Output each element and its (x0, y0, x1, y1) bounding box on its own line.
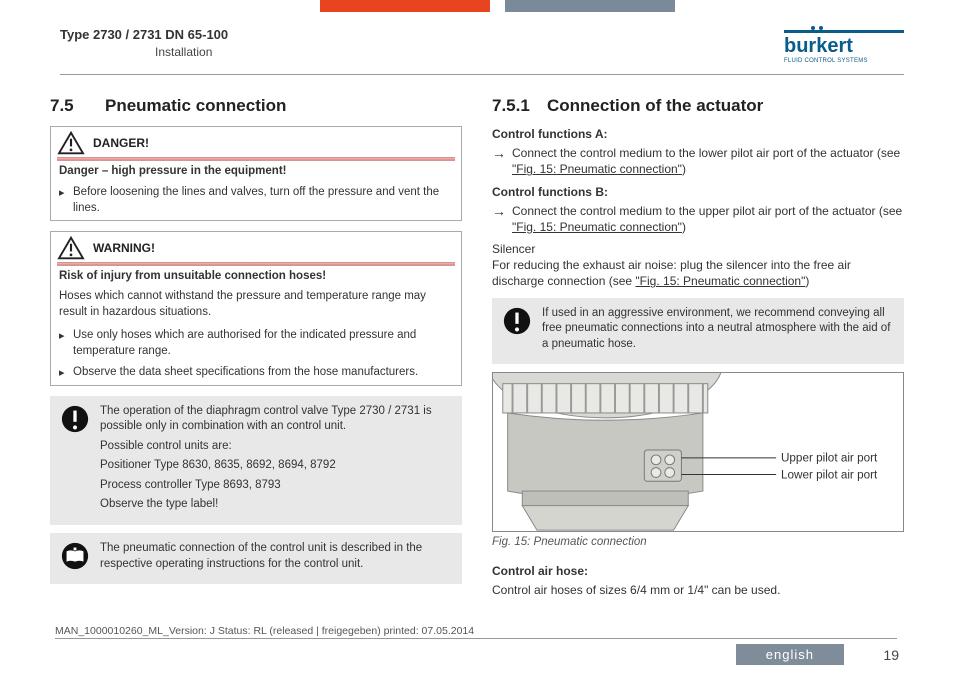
note-1-text: The operation of the diaphragm control v… (100, 404, 452, 517)
actuator-diagram: Upper pilot air port Lower pilot air por… (493, 373, 903, 531)
right-column: 7.5.1Connection of the actuator Control … (492, 95, 904, 618)
logo-svg: burkert FLUID CONTROL SYSTEMS (784, 25, 904, 67)
warning-strong: Risk of injury from unsuitable connectio… (51, 269, 461, 289)
type-line: Type 2730 / 2731 DN 65-100 (60, 27, 228, 42)
top-color-tabs (0, 0, 954, 12)
footer-page-number: 19 (883, 647, 899, 663)
hose-label: Control air hose: (492, 563, 904, 579)
bullet-arrow-icon: ▸ (59, 185, 73, 201)
burkert-logo: burkert FLUID CONTROL SYSTEMS (784, 25, 904, 72)
cf-b-label: Control functions B: (492, 184, 904, 200)
fig-lower-label: Lower pilot air port (781, 469, 878, 482)
fig15-link[interactable]: "Fig. 15: Pneumatic connection" (635, 274, 805, 288)
svg-text:burkert: burkert (784, 35, 853, 57)
warning-color-bar (57, 262, 455, 266)
hose-text: Control air hoses of sizes 6/4 mm or 1/4… (492, 582, 904, 598)
warning-bullet-2-text: Observe the data sheet specifications fr… (73, 365, 418, 381)
cf-a-text: Connect the control medium to the lower … (512, 145, 904, 177)
note3-text-wrap: If used in an aggressive environment, we… (542, 306, 894, 357)
silencer-text: For reducing the exhaust air noise: plug… (492, 257, 904, 289)
fig15-link[interactable]: "Fig. 15: Pneumatic connection" (512, 220, 682, 234)
danger-color-bar (57, 157, 455, 161)
note1-line1: The operation of the diaphragm control v… (100, 404, 452, 435)
manual-book-icon (60, 541, 90, 571)
note1-line2: Possible control units are: (100, 439, 452, 455)
svg-text:FLUID CONTROL SYSTEMS: FLUID CONTROL SYSTEMS (784, 58, 868, 64)
section-num: 7.5 (50, 95, 105, 118)
section-title: Pneumatic connection (105, 96, 286, 115)
figure-15: Upper pilot air port Lower pilot air por… (492, 372, 904, 532)
warning-body: Hoses which cannot withstand the pressur… (51, 289, 461, 326)
exclamation-circle-icon (60, 404, 90, 434)
note1-line4: Process controller Type 8693, 8793 (100, 478, 452, 494)
figure-caption: Fig. 15: Pneumatic connection (492, 535, 904, 551)
cf-a-label: Control functions A: (492, 126, 904, 142)
warning-bullet-1: ▸ Use only hoses which are authorised fo… (51, 326, 461, 363)
danger-bullet-1-text: Before loosening the lines and valves, t… (73, 185, 453, 216)
warning-triangle-icon (57, 131, 85, 155)
section-7-5-heading: 7.5Pneumatic connection (50, 95, 462, 118)
section-title: Connection of the actuator (547, 96, 763, 115)
warning-box: WARNING! Risk of injury from unsuitable … (50, 231, 462, 385)
cf-a-row: → Connect the control medium to the lowe… (492, 145, 904, 177)
warning-bullet-1-text: Use only hoses which are authorised for … (73, 328, 453, 359)
install-line: Installation (60, 45, 228, 59)
warning-head: WARNING! (51, 232, 461, 262)
cf-b-text: Connect the control medium to the upper … (512, 203, 904, 235)
note-2-text: The pneumatic connection of the control … (100, 541, 452, 576)
bullet-arrow-icon: ▸ (59, 365, 73, 381)
footer-language-tab: english (736, 644, 844, 665)
header-left: Type 2730 / 2731 DN 65-100 Installation (60, 25, 228, 59)
bullet-arrow-icon: ▸ (59, 328, 73, 344)
cf-b-row: → Connect the control medium to the uppe… (492, 203, 904, 235)
content-columns: 7.5Pneumatic connection DANGER! Danger –… (50, 95, 904, 618)
note-box-1: The operation of the diaphragm control v… (50, 396, 462, 525)
danger-box: DANGER! Danger – high pressure in the eq… (50, 126, 462, 222)
silencer-heading: Silencer (492, 241, 904, 257)
fig-upper-label: Upper pilot air port (781, 452, 878, 465)
fig15-link[interactable]: "Fig. 15: Pneumatic connection" (512, 162, 682, 176)
note3-text: If used in an aggressive environment, we… (542, 306, 894, 353)
warning-triangle-icon (57, 236, 85, 260)
section-7-5-1-heading: 7.5.1Connection of the actuator (492, 95, 904, 118)
footer-print-line: MAN_1000010260_ML_Version: J Status: RL … (55, 625, 897, 639)
note2-text: The pneumatic connection of the control … (100, 541, 452, 572)
danger-label: DANGER! (93, 135, 149, 151)
top-tab-gray (505, 0, 675, 12)
warning-label: WARNING! (93, 240, 155, 256)
top-tab-orange (320, 0, 490, 12)
warning-bullet-2: ▸ Observe the data sheet specifications … (51, 363, 461, 385)
section-num: 7.5.1 (492, 95, 547, 118)
exclamation-circle-icon (502, 306, 532, 336)
note-box-3: If used in an aggressive environment, we… (492, 298, 904, 365)
page-header: Type 2730 / 2731 DN 65-100 Installation … (60, 25, 904, 75)
right-arrow-icon: → (492, 203, 512, 218)
right-arrow-icon: → (492, 145, 512, 160)
danger-bullet-1: ▸ Before loosening the lines and valves,… (51, 183, 461, 220)
note-box-2: The pneumatic connection of the control … (50, 533, 462, 584)
danger-strong: Danger – high pressure in the equipment! (51, 164, 461, 184)
note1-line3: Positioner Type 8630, 8635, 8692, 8694, … (100, 458, 452, 474)
note1-line5: Observe the type label! (100, 497, 452, 513)
left-column: 7.5Pneumatic connection DANGER! Danger –… (50, 95, 462, 618)
danger-head: DANGER! (51, 127, 461, 157)
